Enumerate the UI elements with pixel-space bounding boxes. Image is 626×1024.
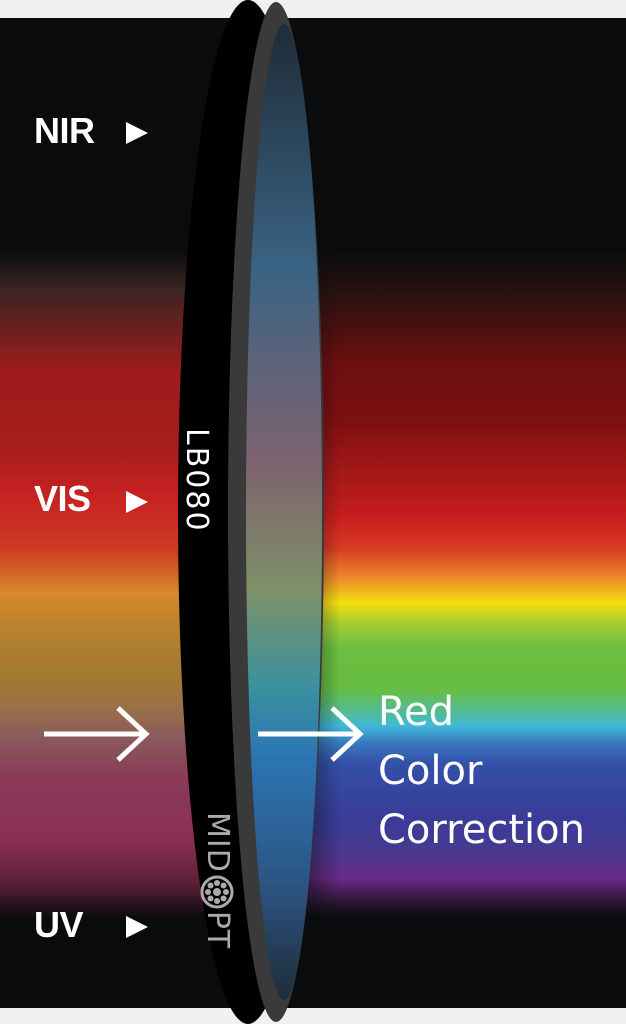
caption-line: Color — [378, 748, 483, 794]
lens-logo-icon — [201, 875, 234, 909]
triangle-right-icon — [126, 122, 148, 144]
caption-line: Correction — [378, 807, 585, 853]
arrow-in — [44, 706, 150, 762]
caption-line: Red — [378, 689, 454, 735]
label-vis: VIS — [34, 478, 91, 519]
brand-text: MID — [200, 812, 235, 873]
filter-glass — [246, 24, 322, 1000]
arrow-out — [258, 706, 364, 762]
label-uv: UV — [34, 904, 84, 945]
label-nir: NIR — [34, 110, 95, 151]
filtered-spectrum — [300, 18, 626, 1008]
triangle-right-icon — [126, 491, 148, 513]
brand-text: PT — [200, 910, 235, 950]
caption: Red Color Correction — [378, 683, 585, 860]
filter-model-text: LB080 — [179, 428, 214, 533]
triangle-right-icon — [126, 916, 148, 938]
brand-logo: MID PT — [200, 812, 235, 949]
